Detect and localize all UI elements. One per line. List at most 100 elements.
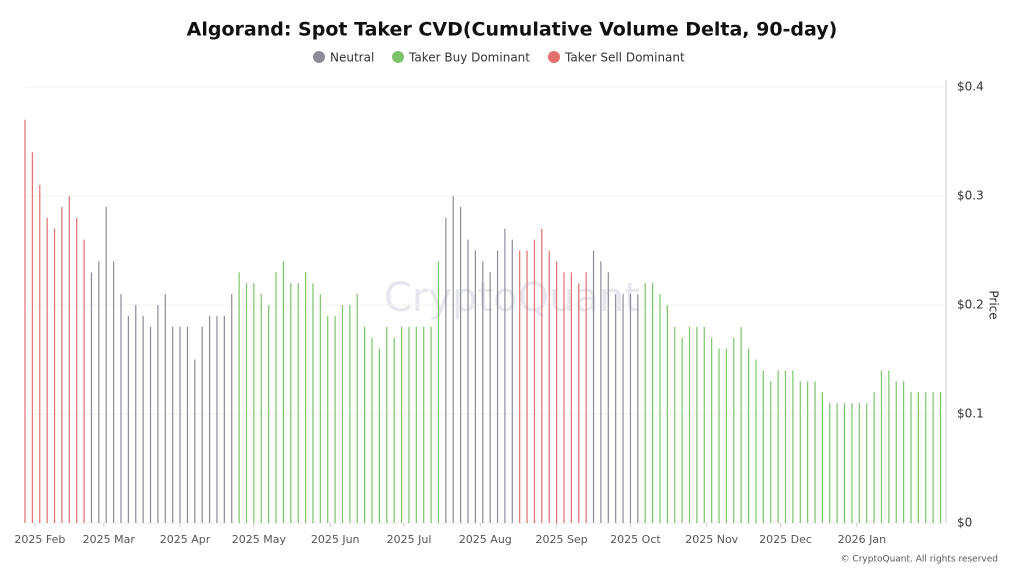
bar: [393, 337, 395, 523]
bar: [747, 348, 750, 523]
bar: [275, 272, 277, 523]
bar: [563, 272, 565, 523]
bar: [939, 392, 942, 523]
x-tick-label: 2025 May: [232, 533, 287, 546]
bar: [415, 326, 417, 523]
bar: [319, 294, 321, 523]
bar: [334, 315, 336, 523]
bar: [194, 359, 196, 523]
bar: [282, 261, 285, 523]
bar: [76, 217, 78, 524]
bar: [504, 228, 506, 523]
bar: [592, 250, 595, 523]
y-tick-label: $0.2: [957, 298, 984, 312]
bar: [556, 261, 558, 523]
x-tick-label: 2025 Aug: [459, 533, 512, 546]
bar: [216, 315, 218, 523]
bar: [31, 152, 33, 523]
bar: [895, 381, 897, 523]
bar: [157, 305, 159, 523]
bar: [548, 250, 550, 523]
bar: [245, 283, 248, 523]
bar: [903, 381, 905, 523]
legend-label: Taker Sell Dominant: [564, 51, 685, 65]
bar: [61, 206, 63, 523]
legend-label: Taker Buy Dominant: [408, 51, 530, 65]
x-tick-label: 2026 Jan: [838, 533, 886, 546]
bar: [98, 261, 100, 523]
bar: [90, 272, 93, 523]
bar: [164, 294, 166, 523]
y-tick-label: $0.3: [957, 189, 984, 203]
bar: [349, 305, 351, 523]
bar: [423, 326, 425, 523]
bar: [821, 392, 824, 523]
bar: [784, 370, 787, 523]
y-tick-label: $0.4: [957, 80, 984, 94]
bar: [208, 315, 211, 523]
bar: [179, 326, 181, 523]
bar: [364, 326, 366, 523]
bar: [452, 196, 454, 523]
bar: [312, 283, 314, 523]
bar: [629, 294, 632, 523]
bar: [474, 250, 476, 523]
bar: [533, 239, 536, 523]
bar: [866, 403, 868, 523]
y-tick-label: $0.1: [957, 407, 984, 421]
x-tick-label: 2025 Oct: [610, 533, 661, 546]
bar: [829, 403, 831, 523]
x-tick-label: 2025 Sep: [535, 533, 587, 546]
bar: [445, 217, 447, 524]
bar: [511, 239, 513, 523]
bar: [304, 272, 307, 523]
bar: [24, 119, 26, 523]
bar: [201, 326, 203, 523]
legend-marker: [313, 51, 325, 63]
bar: [851, 403, 853, 523]
bar: [430, 326, 432, 523]
bar: [873, 392, 875, 523]
bar: [253, 283, 255, 523]
bar: [836, 403, 838, 523]
bar: [674, 326, 676, 523]
bar: [519, 250, 521, 523]
x-tick-label: 2025 Jun: [311, 533, 360, 546]
bar: [681, 337, 683, 523]
bar: [489, 272, 491, 523]
bar: [113, 261, 115, 523]
bar: [378, 348, 381, 523]
bar: [238, 272, 240, 523]
bar: [297, 283, 299, 523]
x-tick-label: 2025 Mar: [83, 533, 136, 546]
bar: [814, 381, 816, 523]
bar: [615, 294, 617, 523]
bar: [268, 305, 270, 523]
bar: [127, 315, 129, 523]
bar: [880, 370, 883, 523]
bar: [120, 294, 122, 523]
bar: [644, 283, 646, 523]
y-axis-label: Price: [987, 290, 1001, 319]
bar: [925, 392, 927, 523]
x-tick-label: 2025 Feb: [14, 533, 65, 546]
x-tick-label: 2025 Dec: [759, 533, 812, 546]
bar: [888, 370, 890, 523]
bar: [792, 370, 794, 523]
bar: [53, 228, 56, 523]
bar: [386, 326, 388, 523]
bar: [437, 261, 440, 523]
x-tick-label: 2025 Nov: [685, 533, 738, 546]
bar: [260, 294, 262, 523]
bar: [755, 359, 757, 523]
bar: [659, 294, 661, 523]
bar: [541, 228, 543, 523]
bar: [356, 294, 358, 523]
bar: [39, 185, 41, 523]
bar: [408, 326, 410, 523]
bar: [105, 206, 107, 523]
bar: [585, 272, 587, 523]
bar: [651, 283, 654, 523]
bar: [68, 196, 70, 523]
